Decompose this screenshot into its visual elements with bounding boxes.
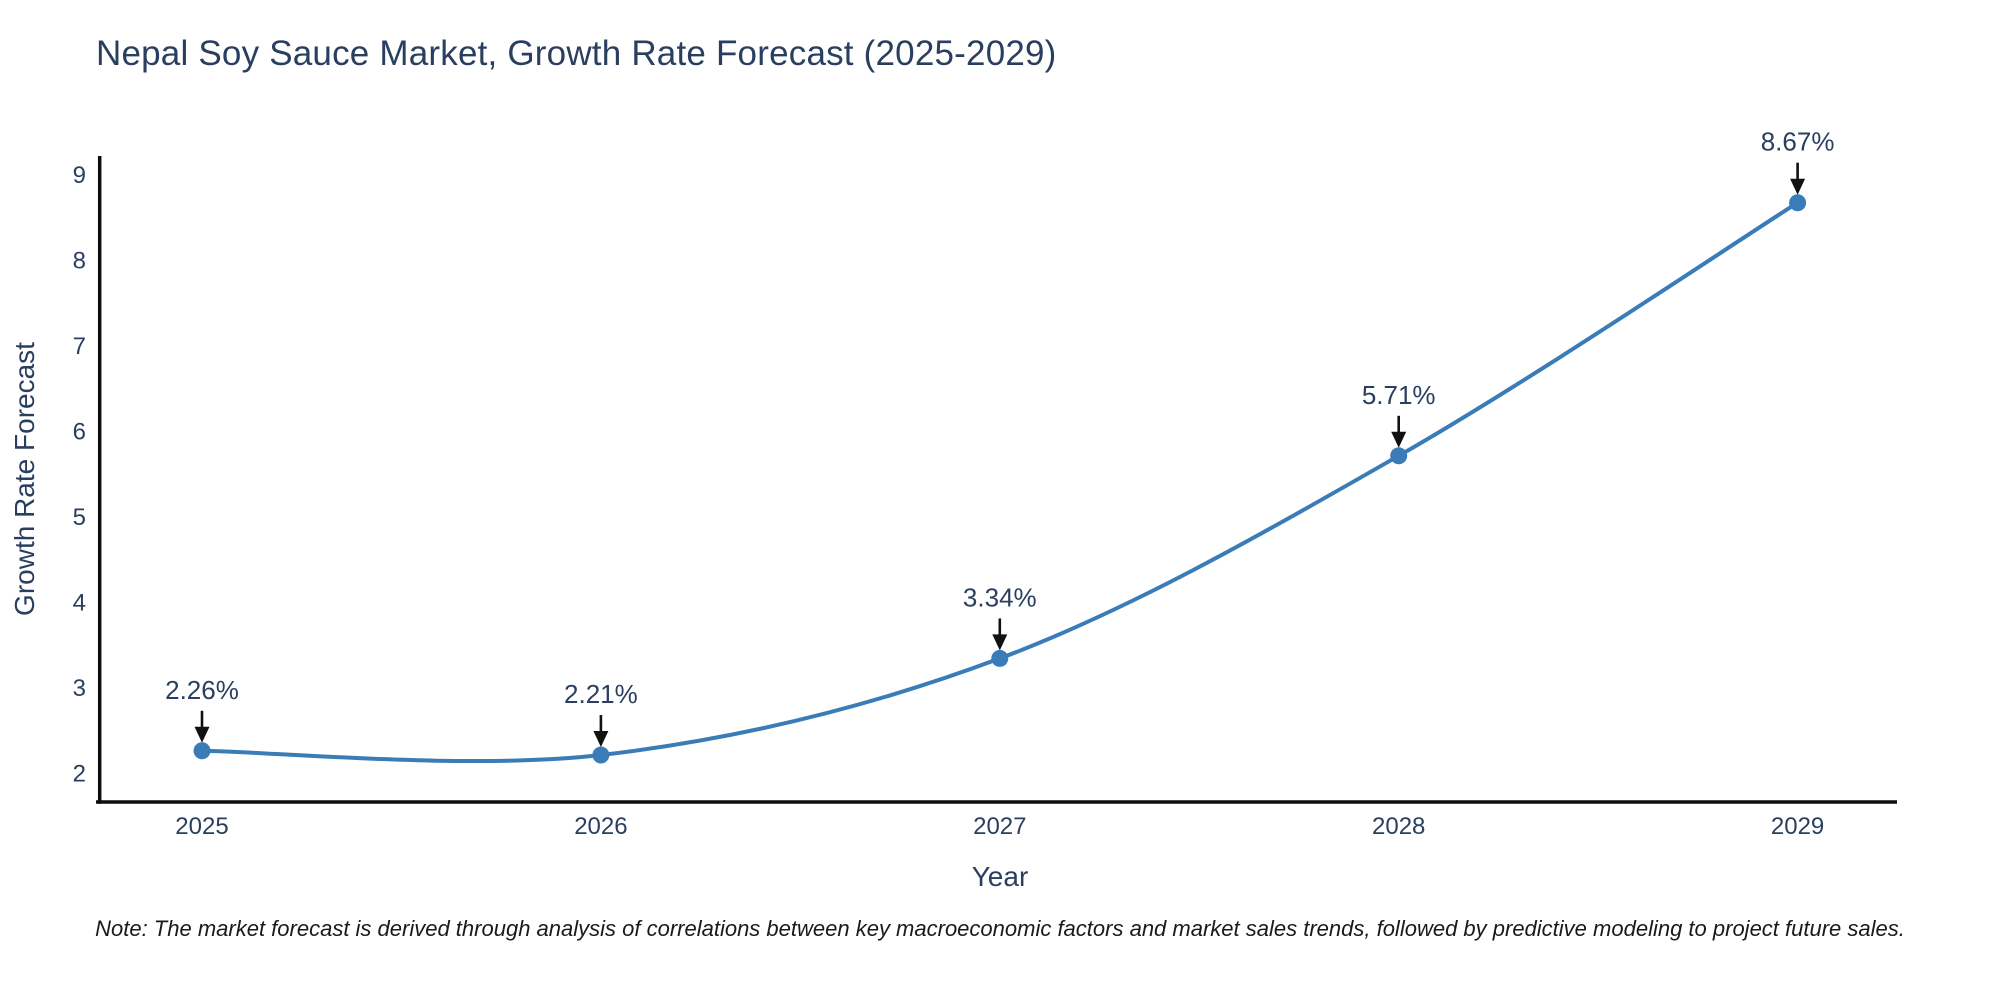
y-tick-label: 2 xyxy=(73,761,86,788)
y-tick-label: 5 xyxy=(73,504,86,531)
data-point-marker xyxy=(991,649,1009,667)
annotation-arrowhead-icon xyxy=(593,731,609,748)
forecast-trace xyxy=(200,200,1800,764)
x-axis-title: Year xyxy=(972,861,1029,892)
y-tick-label: 8 xyxy=(73,248,86,275)
annotation-arrowhead-icon xyxy=(1790,178,1806,195)
y-tick-label: 7 xyxy=(73,333,86,360)
x-tick-label: 2028 xyxy=(1372,813,1425,840)
point-annotation-label: 2.21% xyxy=(564,679,638,709)
point-annotation-label: 8.67% xyxy=(1761,127,1835,157)
data-point-marker xyxy=(592,746,610,764)
trace-line xyxy=(200,200,1800,764)
y-tick-label: 6 xyxy=(73,419,86,446)
data-point-marker xyxy=(1789,194,1807,212)
point-annotation-label: 3.34% xyxy=(963,582,1037,612)
annotation-arrowhead-icon xyxy=(992,634,1008,651)
y-tick-label: 4 xyxy=(73,590,86,617)
x-tick-label: 2029 xyxy=(1771,813,1824,840)
point-annotations: 2.26% 2.21% 3.34% 5.71% 8.67% xyxy=(165,127,1835,748)
axes xyxy=(96,156,1897,804)
x-axis-tick-labels: 2025 2026 2027 2028 2029 xyxy=(175,813,1824,840)
y-tick-label: 9 xyxy=(73,162,86,189)
data-point-marker xyxy=(1390,447,1408,465)
footnote: Note: The market forecast is derived thr… xyxy=(95,916,1905,941)
y-tick-label: 3 xyxy=(73,675,86,702)
y-axis-title: Growth Rate Forecast xyxy=(9,342,40,616)
data-point-marker xyxy=(193,742,211,760)
x-tick-label: 2025 xyxy=(175,813,228,840)
annotation-arrowhead-icon xyxy=(194,726,210,743)
data-point-markers xyxy=(193,194,1807,764)
point-annotation-label: 5.71% xyxy=(1362,380,1436,410)
x-tick-label: 2027 xyxy=(973,813,1026,840)
y-axis-tick-labels: 2 3 4 5 6 7 8 9 xyxy=(73,162,86,788)
annotation-arrowhead-icon xyxy=(1391,431,1407,448)
point-annotation-label: 2.26% xyxy=(165,675,239,705)
x-tick-label: 2026 xyxy=(574,813,627,840)
chart-title: Nepal Soy Sauce Market, Growth Rate Fore… xyxy=(96,34,1057,73)
